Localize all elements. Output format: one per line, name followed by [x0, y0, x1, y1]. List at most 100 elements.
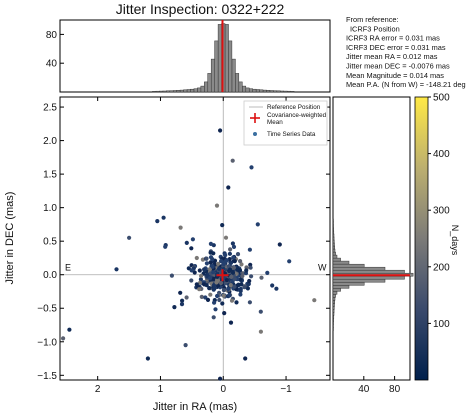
data-point [197, 287, 202, 292]
data-point [238, 259, 243, 264]
right-hist-bar [332, 312, 335, 316]
right-hist-tick-label: 80 [389, 384, 401, 395]
data-point [217, 297, 222, 303]
data-point [219, 259, 224, 264]
data-point [210, 257, 215, 262]
top-hist-bar [224, 24, 229, 93]
right-hist-bar [332, 251, 336, 256]
data-point [227, 292, 232, 298]
y-tick-label: −0.5 [37, 304, 57, 315]
right-hist-bar [332, 245, 335, 250]
top-hist-bar [245, 87, 250, 93]
data-point [231, 265, 236, 270]
data-point [214, 280, 219, 285]
right-hist-bar [332, 327, 334, 331]
data-point [232, 276, 237, 282]
right-hist-bar [332, 306, 335, 310]
right-hist-bar [332, 285, 350, 289]
top-hist-bar [242, 85, 247, 93]
data-point [226, 185, 231, 190]
stats-line: Jitter mean RA = 0.012 mas [346, 52, 438, 61]
data-point [229, 274, 234, 279]
data-point [189, 268, 194, 273]
top-hist-bar [169, 90, 174, 93]
data-point [67, 327, 72, 332]
data-point [231, 244, 237, 249]
data-point [234, 300, 239, 305]
top-hist-bar [259, 89, 264, 93]
y-tick-label: 2.0 [43, 136, 57, 147]
stats-line: ICRF3 Position [350, 24, 400, 33]
top-hist-bar [235, 73, 240, 93]
data-point [208, 292, 213, 297]
data-point [161, 215, 166, 220]
right-hist-bar [332, 254, 338, 259]
data-point [178, 225, 183, 230]
data-point [183, 343, 188, 348]
top-hist-bar [276, 90, 281, 93]
east-label: E [65, 263, 71, 273]
data-point [223, 253, 228, 258]
top-hist-bar [152, 91, 157, 93]
data-point [226, 286, 231, 292]
right-hist-bar [332, 242, 335, 247]
top-hist-bar [255, 89, 260, 93]
right-hist-bar [332, 300, 335, 304]
right-hist-bar [332, 218, 334, 223]
right-hist-bar [332, 248, 336, 253]
scatter-plot: 2 1 0 −12.52.01.51.00.50.0−0.5−1.0−1.5 E W … [37, 96, 331, 395]
top-hist-bar [176, 90, 181, 93]
y-tick-label: 2.5 [43, 103, 57, 114]
right-hist-bar [332, 303, 335, 307]
right-hist-bar [332, 291, 338, 295]
legend-series-label: Time Series Data [267, 131, 316, 138]
data-point [222, 311, 227, 316]
top-histogram: 40 80 [46, 19, 331, 93]
stats-line: Mean P.A. (N from W) = -148.21 deg [346, 80, 466, 89]
right-hist-bar [332, 239, 335, 244]
data-point [239, 262, 244, 267]
data-point [231, 255, 236, 260]
data-point [238, 292, 243, 297]
data-point [249, 165, 254, 170]
data-point [220, 223, 225, 228]
data-point [190, 237, 195, 242]
right-hist-bar [332, 318, 334, 322]
data-point [202, 267, 207, 272]
data-point [127, 235, 132, 240]
data-point [259, 275, 264, 280]
colorbar-tick-label: 100 [433, 319, 450, 330]
data-point [207, 286, 212, 291]
top-hist-bar [172, 90, 177, 93]
data-point [226, 264, 231, 269]
data-point [213, 307, 218, 312]
data-point [223, 235, 229, 240]
top-hist-bar [269, 90, 274, 93]
colorbar-gradient [414, 96, 429, 381]
right-hist-bar [332, 227, 334, 232]
data-point [228, 283, 233, 288]
right-hist-bar [332, 288, 341, 292]
data-point [212, 286, 217, 291]
top-hist-bar [204, 81, 209, 93]
data-point [192, 270, 197, 275]
right-hist-bar [332, 257, 341, 262]
data-point [199, 273, 204, 278]
data-point [238, 288, 243, 294]
top-hist-bar [159, 90, 164, 93]
top-hist-bar [238, 81, 243, 93]
data-point [172, 305, 177, 310]
data-point [212, 300, 217, 305]
data-point [265, 270, 270, 275]
top-hist-bar [273, 90, 278, 93]
right-hist-bar [332, 221, 334, 226]
data-point [203, 295, 208, 300]
colorbar-tick-label: 300 [433, 206, 450, 217]
data-point [216, 283, 221, 288]
top-hist-bar [190, 88, 195, 93]
right-hist-bar [332, 275, 405, 280]
top-histogram-frame [59, 19, 331, 93]
data-point [208, 241, 213, 246]
top-hist-bar [214, 40, 219, 93]
data-point [224, 258, 229, 263]
